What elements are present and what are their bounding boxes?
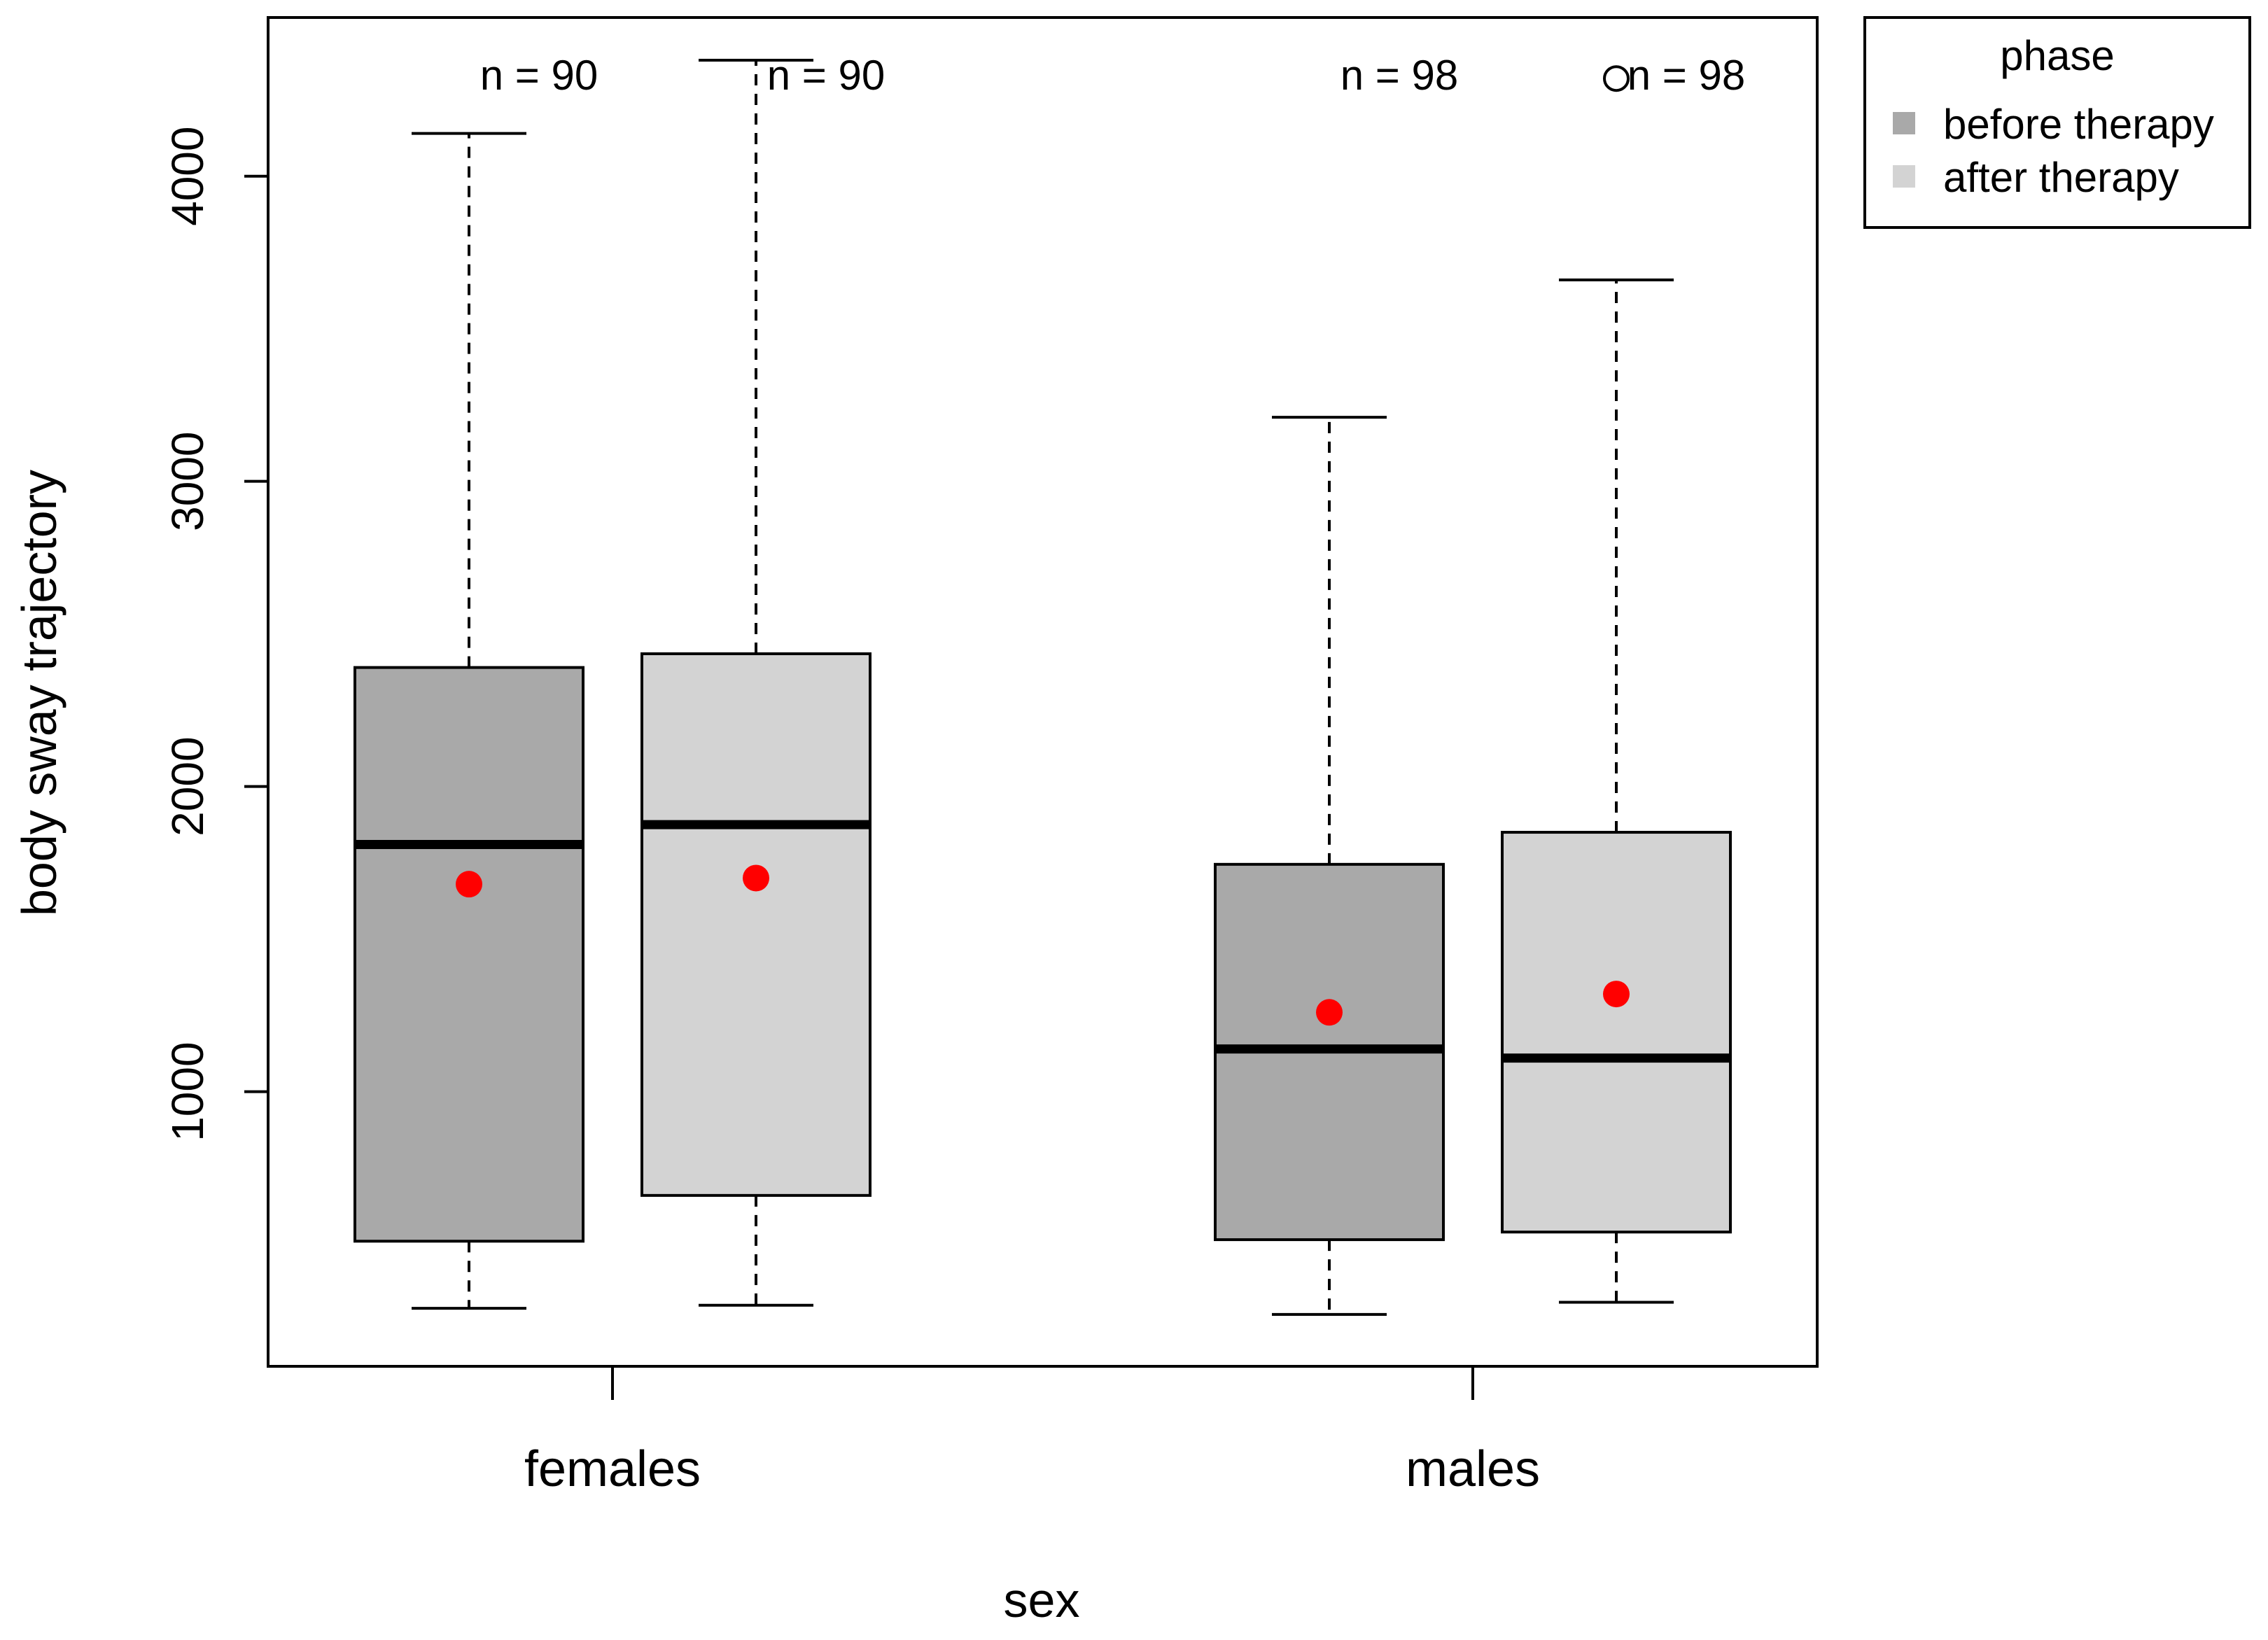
- box-females-after-mean-point: [743, 864, 769, 892]
- y-tick-label-4000: 4000: [162, 127, 213, 226]
- plot-frame: [267, 16, 1819, 1368]
- legend-title: phase: [2000, 32, 2114, 79]
- box-males-after-outlier-0: [1603, 65, 1630, 92]
- legend-box: [1863, 16, 2251, 229]
- y-tick-label-2000: 2000: [162, 736, 213, 836]
- legend-swatch-before: [1893, 112, 1915, 134]
- box-males-before-mean-point: [1316, 999, 1343, 1026]
- y-tick-label-1000: 1000: [162, 1042, 213, 1141]
- legend-label-after: after therapy: [1943, 154, 2179, 201]
- box-females-after-iqr: [640, 652, 872, 1197]
- legend-swatch-after: [1893, 165, 1915, 188]
- box-females-before-iqr: [354, 666, 584, 1243]
- box-males-after-n-label: n = 98: [1628, 52, 1746, 99]
- box-males-after-mean-point: [1603, 981, 1630, 1008]
- y-axis-title: body sway trajectory: [12, 470, 66, 916]
- y-tick-label-3000: 3000: [162, 431, 213, 531]
- box-females-before-mean-point: [456, 871, 482, 898]
- legend-label-before: before therapy: [1943, 101, 2214, 148]
- x-tick-label-females: females: [524, 1441, 701, 1497]
- x-tick-label-males: males: [1406, 1441, 1540, 1497]
- box-males-after-iqr: [1501, 831, 1732, 1234]
- box-females-before-n-label: n = 90: [480, 52, 598, 99]
- box-males-before-n-label: n = 98: [1340, 52, 1459, 99]
- x-axis-title: sex: [1004, 1573, 1080, 1627]
- legend: phase before therapy after therapy: [1863, 16, 2251, 229]
- box-females-after-n-label: n = 90: [767, 52, 886, 99]
